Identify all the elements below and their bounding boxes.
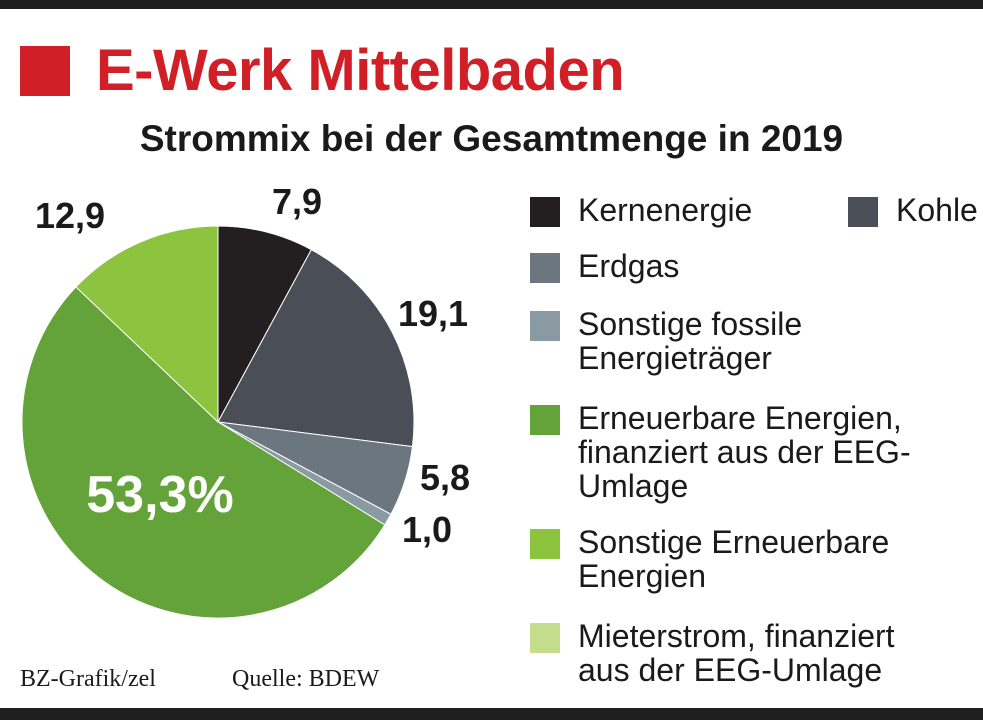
legend-swatch	[530, 253, 560, 283]
legend-label: Kernenergie	[578, 192, 753, 228]
legend-label: Sonstige fossile	[578, 306, 803, 342]
legend-label: Mieterstrom, finanziert	[578, 618, 895, 654]
legend-label: Erdgas	[578, 248, 680, 284]
chart-title: Strommix bei der Gesamtmenge in 2019	[139, 118, 844, 159]
pie-value-label: 5,8	[420, 457, 470, 498]
brand-title: E-Werk Mittelbaden	[96, 38, 625, 103]
pie-slice	[217, 225, 313, 423]
legend-label: finanziert aus der EEG-	[578, 434, 911, 470]
legend-label: Erneuerbare Energien,	[578, 400, 902, 436]
brand-square-icon	[20, 46, 70, 96]
bottom-rule	[0, 708, 983, 720]
legend-swatch	[530, 529, 560, 559]
legend-label: Kohle	[896, 192, 978, 228]
pie-slice	[217, 248, 415, 448]
legend-label: Energieträger	[578, 340, 772, 376]
credit-text: BZ-Grafik/zel	[20, 666, 156, 692]
pie-chart: 7,9 19,1 5,8 1,0 53,3% 12,9	[21, 181, 470, 619]
legend-label: Energien	[578, 558, 707, 594]
pie-slice	[21, 286, 386, 619]
pie-slice	[75, 225, 219, 424]
legend-swatch	[530, 405, 560, 435]
legend-label: Umlage	[578, 468, 689, 504]
pie-value-label: 1,0	[402, 509, 452, 550]
pie-value-label-main: 53,3%	[86, 466, 233, 524]
legend-label: aus der EEG-Umlage	[578, 652, 883, 688]
legend-swatch	[530, 623, 560, 653]
legend-swatch	[530, 311, 560, 341]
top-rule	[0, 0, 983, 9]
pie-value-label: 19,1	[398, 293, 468, 334]
legend-swatch	[848, 197, 878, 227]
legend-swatch	[530, 197, 560, 227]
source-text: Quelle: BDEW	[232, 666, 380, 692]
pie-value-label: 7,9	[272, 181, 322, 222]
legend-label: Sonstige Erneuerbare	[578, 524, 890, 560]
pie-value-label: 12,9	[35, 195, 105, 236]
